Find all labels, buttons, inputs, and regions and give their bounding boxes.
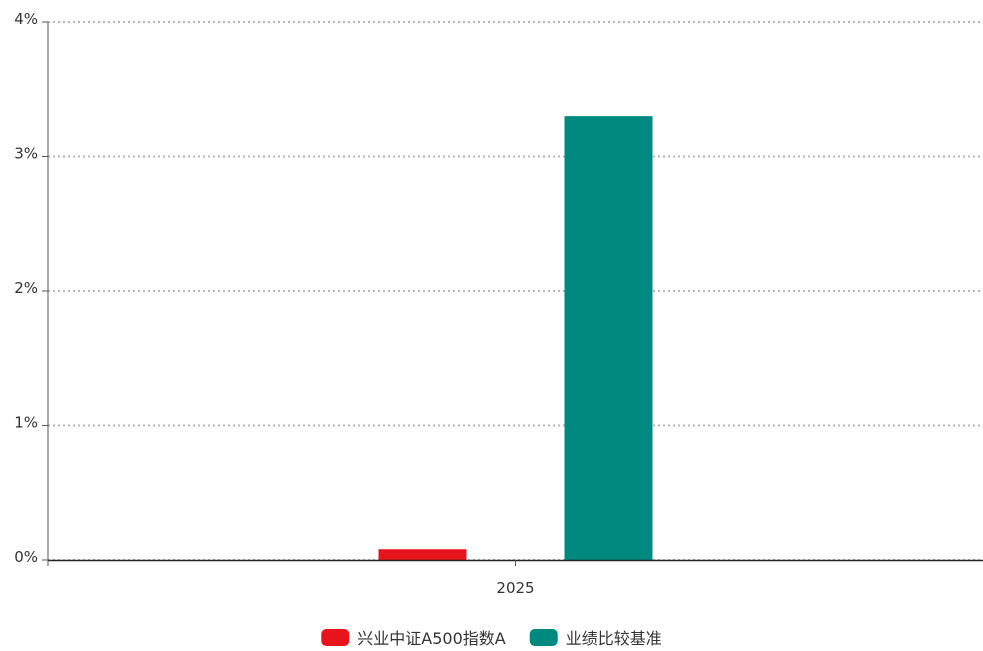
bar-benchmark-2025[interactable] bbox=[564, 116, 653, 561]
legend-item-fund[interactable]: 兴业中证A500指数A bbox=[321, 629, 506, 648]
y-tick-label: 0% bbox=[14, 548, 38, 566]
y-tick-label: 2% bbox=[14, 279, 38, 297]
legend-label: 业绩比较基准 bbox=[566, 629, 662, 648]
y-tick-label: 3% bbox=[14, 145, 38, 163]
y-tick-label: 1% bbox=[14, 414, 38, 432]
legend-swatch bbox=[529, 629, 558, 646]
bars bbox=[378, 116, 653, 561]
grid-lines bbox=[48, 21, 983, 561]
x-tick-label: 2025 bbox=[496, 579, 534, 597]
legend-item-benchmark[interactable]: 业绩比较基准 bbox=[529, 629, 662, 648]
legend-swatch bbox=[321, 629, 350, 646]
legend: 兴业中证A500指数A 业绩比较基准 bbox=[321, 629, 662, 648]
legend-label: 兴业中证A500指数A bbox=[357, 629, 505, 648]
x-axis-ticks: 2025 bbox=[496, 560, 535, 597]
y-axis-ticks: 0% 1% 2% 3% 4% bbox=[14, 10, 48, 566]
y-tick-label: 4% bbox=[14, 10, 38, 28]
bar-fund-2025[interactable] bbox=[378, 549, 467, 560]
